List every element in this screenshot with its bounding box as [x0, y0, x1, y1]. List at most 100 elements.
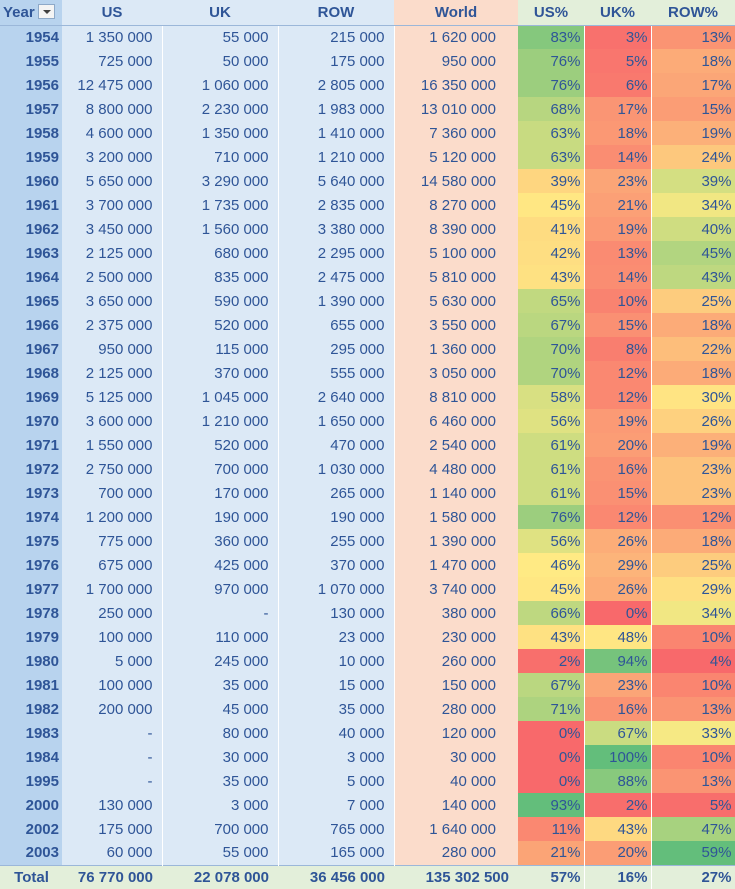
cell-row[interactable]: 165 000 [278, 841, 395, 865]
cell-year[interactable]: 1971 [0, 433, 62, 457]
cell-row[interactable]: 555 000 [278, 361, 395, 385]
cell-row[interactable]: 1 410 000 [278, 121, 395, 145]
cell-world[interactable]: 1 640 000 [394, 817, 518, 841]
cell-uk[interactable]: 520 000 [162, 433, 279, 457]
cell-row-pct[interactable]: 24% [651, 145, 735, 169]
cell-world[interactable]: 5 810 000 [394, 265, 518, 289]
cell-uk[interactable]: 110 000 [162, 625, 279, 649]
cell-uk-pct[interactable]: 19% [584, 217, 652, 241]
cell-row[interactable]: 15 000 [278, 673, 395, 697]
cell-row[interactable]: 2 835 000 [278, 193, 395, 217]
cell-year[interactable]: 1978 [0, 601, 62, 625]
cell-us-pct[interactable]: 61% [518, 481, 585, 505]
cell-row-pct[interactable]: 22% [651, 337, 735, 361]
cell-row-pct[interactable]: 13% [651, 697, 735, 721]
cell-uk[interactable]: 700 000 [162, 457, 279, 481]
cell-row-pct[interactable]: 4% [651, 649, 735, 673]
cell-us-pct[interactable]: 58% [518, 385, 585, 409]
cell-year[interactable]: 1977 [0, 577, 62, 601]
cell-us[interactable]: 2 500 000 [62, 265, 163, 289]
cell-us-pct[interactable]: 70% [518, 361, 585, 385]
cell-row[interactable]: 2 805 000 [278, 73, 395, 97]
cell-world[interactable]: 1 620 000 [394, 25, 518, 49]
cell-world[interactable]: 5 630 000 [394, 289, 518, 313]
cell-uk[interactable]: 55 000 [162, 841, 279, 865]
cell-row[interactable]: 40 000 [278, 721, 395, 745]
cell-year[interactable]: 1973 [0, 481, 62, 505]
cell-year[interactable]: 1981 [0, 673, 62, 697]
cell-row-pct[interactable]: 34% [651, 601, 735, 625]
cell-uk-pct[interactable]: 5% [584, 49, 652, 73]
cell-uk[interactable]: 3 000 [162, 793, 279, 817]
cell-row[interactable]: 130 000 [278, 601, 395, 625]
cell-year[interactable]: 1959 [0, 145, 62, 169]
cell-year[interactable]: 1974 [0, 505, 62, 529]
cell-row[interactable]: 1 390 000 [278, 289, 395, 313]
cell-world[interactable]: 2 540 000 [394, 433, 518, 457]
cell-uk-pct[interactable]: 17% [584, 97, 652, 121]
cell-uk-pct[interactable]: 20% [584, 433, 652, 457]
cell-us[interactable]: 2 125 000 [62, 361, 163, 385]
cell-us[interactable]: 250 000 [62, 601, 163, 625]
cell-row-pct[interactable]: 39% [651, 169, 735, 193]
cell-row-pct[interactable]: 18% [651, 49, 735, 73]
cell-year[interactable]: 1967 [0, 337, 62, 361]
cell-row[interactable]: 295 000 [278, 337, 395, 361]
cell-row[interactable]: 3 000 [278, 745, 395, 769]
cell-us-pct[interactable]: 83% [518, 25, 585, 49]
cell-row-pct[interactable]: 23% [651, 481, 735, 505]
cell-row-pct[interactable]: 29% [651, 577, 735, 601]
cell-us[interactable]: 3 450 000 [62, 217, 163, 241]
cell-world[interactable]: 150 000 [394, 673, 518, 697]
cell-uk[interactable]: - [162, 601, 279, 625]
cell-uk-pct[interactable]: 16% [584, 457, 652, 481]
cell-row-pct[interactable]: 34% [651, 193, 735, 217]
cell-row-pct[interactable]: 30% [651, 385, 735, 409]
cell-us[interactable]: - [62, 721, 163, 745]
cell-world[interactable]: 3 740 000 [394, 577, 518, 601]
cell-us-pct[interactable]: 56% [518, 529, 585, 553]
cell-us[interactable]: 2 125 000 [62, 241, 163, 265]
cell-uk[interactable]: 30 000 [162, 745, 279, 769]
cell-row[interactable]: 2 295 000 [278, 241, 395, 265]
cell-uk-pct[interactable]: 14% [584, 265, 652, 289]
cell-uk-pct[interactable]: 18% [584, 121, 652, 145]
cell-uk-pct[interactable]: 6% [584, 73, 652, 97]
cell-us[interactable]: 1 200 000 [62, 505, 163, 529]
cell-uk[interactable]: 245 000 [162, 649, 279, 673]
cell-row[interactable]: 1 030 000 [278, 457, 395, 481]
cell-row-pct[interactable]: 12% [651, 505, 735, 529]
cell-us-pct[interactable]: 2% [518, 649, 585, 673]
cell-uk[interactable]: 1 735 000 [162, 193, 279, 217]
cell-uk[interactable]: 360 000 [162, 529, 279, 553]
cell-year[interactable]: 1968 [0, 361, 62, 385]
cell-uk-pct[interactable]: 3% [584, 25, 652, 49]
cell-world[interactable]: 6 460 000 [394, 409, 518, 433]
cell-us[interactable]: - [62, 745, 163, 769]
cell-row[interactable]: 7 000 [278, 793, 395, 817]
header-year[interactable]: Year [0, 0, 62, 26]
cell-uk-pct[interactable]: 100% [584, 745, 652, 769]
cell-world[interactable]: 1 580 000 [394, 505, 518, 529]
cell-row[interactable]: 5 640 000 [278, 169, 395, 193]
cell-uk-pct[interactable]: 48% [584, 625, 652, 649]
cell-world[interactable]: 8 270 000 [394, 193, 518, 217]
cell-uk[interactable]: 425 000 [162, 553, 279, 577]
cell-year[interactable]: 1964 [0, 265, 62, 289]
cell-us-pct[interactable]: 76% [518, 73, 585, 97]
cell-us-pct[interactable]: 43% [518, 625, 585, 649]
cell-world[interactable]: 13 010 000 [394, 97, 518, 121]
cell-world[interactable]: 3 050 000 [394, 361, 518, 385]
cell-us[interactable]: 725 000 [62, 49, 163, 73]
cell-us-pct[interactable]: 45% [518, 193, 585, 217]
cell-uk-pct[interactable]: 88% [584, 769, 652, 793]
cell-world[interactable]: 30 000 [394, 745, 518, 769]
cell-world[interactable]: 1 470 000 [394, 553, 518, 577]
cell-us-pct[interactable]: 70% [518, 337, 585, 361]
cell-uk-pct[interactable]: 43% [584, 817, 652, 841]
cell-year[interactable]: 1969 [0, 385, 62, 409]
cell-us-pct[interactable]: 43% [518, 265, 585, 289]
cell-row-pct[interactable]: 23% [651, 457, 735, 481]
cell-world[interactable]: 8 810 000 [394, 385, 518, 409]
cell-world[interactable]: 230 000 [394, 625, 518, 649]
